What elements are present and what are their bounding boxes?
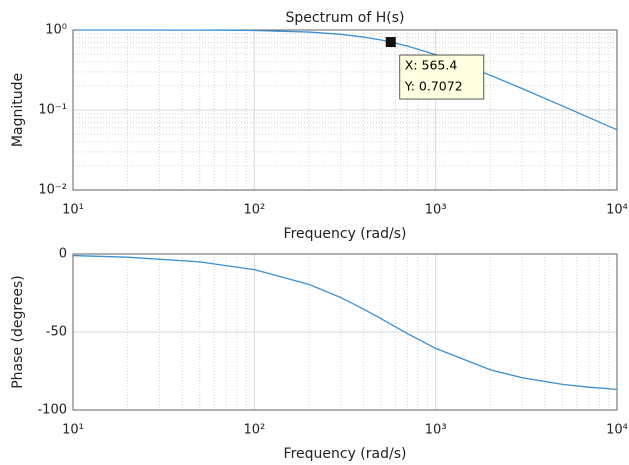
x-tick-label: 10¹ [62,203,84,218]
x-tick-label: 10¹ [62,423,84,438]
y-tick-label: 0 [59,247,67,262]
y-tick-label: 10⁻¹ [38,103,67,118]
datatip-y: Y: 0.7072 [404,79,463,94]
y-tick-label: 10⁻² [38,183,67,198]
x-axis-label: Frequency (rad/s) [284,226,407,242]
x-tick-label: 10² [243,423,265,438]
chart-title: Spectrum of H(s) [286,10,405,26]
x-tick-label: 10³ [425,423,447,438]
y-tick-label: -100 [37,403,67,418]
x-tick-label: 10³ [425,203,447,218]
x-tick-label: 10⁴ [606,423,628,438]
data-line [72,254,618,390]
x-axis-label: Frequency (rad/s) [284,446,407,462]
y-tick-label: -50 [46,325,67,340]
axes: 10¹ 10² 10³ 10⁴ -100 -50 0 Frequency (rad/s) Pha… [10,247,628,463]
y-tick-label: 10⁰ [45,23,67,38]
datatip-box [399,54,485,100]
datatip-x: X: 565.4 [405,58,458,73]
axes-box [72,253,618,411]
axes-box [72,29,618,191]
y-axis-label: Phase (degrees) [10,275,26,389]
x-tick-label: 10² [243,203,265,218]
axes: 10¹ 10² 10³ 10⁴ 10⁻² 10⁻¹ 10⁰ Spectrum of H(s) F… [10,10,628,242]
y-axis-label: Magnitude [10,73,26,147]
x-tick-label: 10⁴ [606,203,628,218]
datatip-marker [385,37,396,48]
